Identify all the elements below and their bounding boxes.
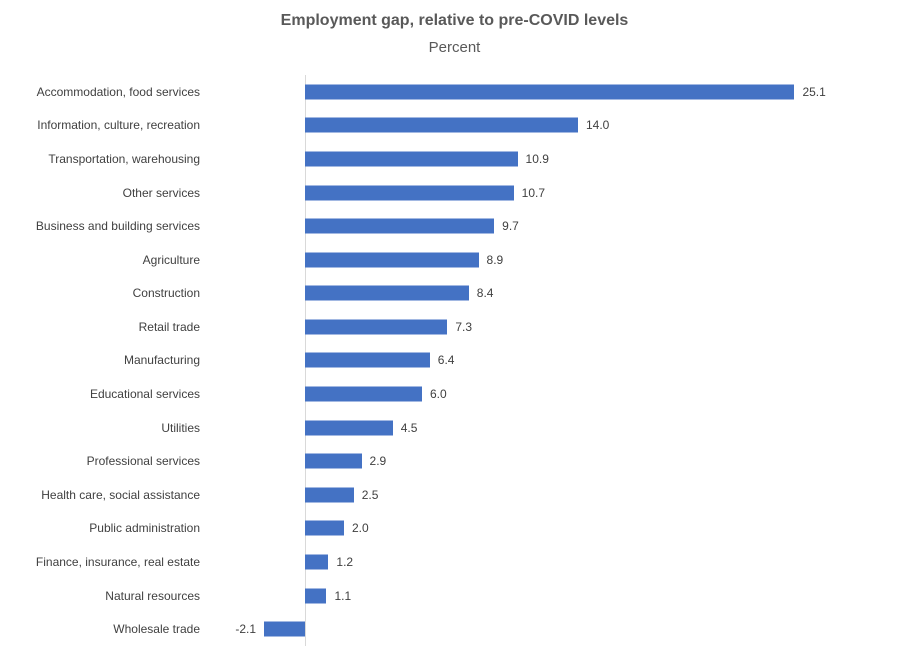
bar (305, 588, 327, 604)
bar-row: Educational services 6.0 (0, 377, 909, 411)
value-label: -2.1 (235, 622, 257, 637)
bar (305, 420, 393, 436)
category-label: Construction (132, 286, 200, 301)
category-label: Utilities (161, 420, 200, 435)
category-label: Educational services (89, 387, 200, 402)
category-label: Health care, social assistance (41, 487, 200, 502)
category-label: Agriculture (142, 252, 200, 267)
value-label: 10.9 (525, 151, 549, 166)
bar (264, 621, 305, 637)
bar (305, 554, 329, 570)
bar-row: Construction 8.4 (0, 277, 909, 311)
bar-row: Agriculture 8.9 (0, 243, 909, 277)
bar (305, 487, 354, 503)
bar (305, 84, 795, 100)
value-label: 4.5 (400, 420, 418, 435)
bar-row: Other services 10.7 (0, 176, 909, 210)
value-label: 25.1 (802, 84, 826, 99)
value-label: 2.0 (352, 521, 369, 536)
category-label: Manufacturing (123, 353, 200, 368)
category-label: Other services (122, 185, 200, 200)
bar-row: Wholesale trade -2.1 (0, 612, 909, 646)
value-label: 6.4 (437, 353, 455, 368)
bar-row: Information, culture, recreation 14.0 (0, 109, 909, 143)
bar-row: Accommodation, food services 25.1 (0, 75, 909, 109)
bar (305, 520, 344, 536)
category-label: Transportation, warehousing (48, 151, 200, 166)
category-label: Retail trade (138, 319, 200, 334)
value-label: 8.9 (486, 252, 504, 267)
value-label: 6.0 (430, 387, 447, 402)
plot-area: Accommodation, food services 25.1 Informat… (0, 75, 909, 646)
bar (305, 453, 362, 469)
category-label: Finance, insurance, real estate (35, 555, 200, 570)
value-label: 1.2 (336, 555, 354, 570)
value-label: 10.7 (521, 185, 545, 200)
category-label: Natural resources (105, 588, 200, 603)
category-label: Business and building services (35, 219, 200, 234)
bar (305, 352, 430, 368)
chart-title: Employment gap, relative to pre-COVID le… (280, 12, 629, 29)
bar (305, 218, 495, 234)
bar-row: Transportation, warehousing 10.9 (0, 142, 909, 176)
category-label: Information, culture, recreation (37, 118, 200, 133)
value-label: 2.9 (369, 454, 387, 469)
bar-row: Finance, insurance, real estate 1.2 (0, 545, 909, 579)
bar (305, 386, 422, 402)
category-label: Wholesale trade (113, 622, 200, 637)
bar-row: Business and building services 9.7 (0, 209, 909, 243)
value-label: 2.5 (361, 487, 379, 502)
bar-row: Utilities 4.5 (0, 411, 909, 445)
category-label: Accommodation, food services (36, 84, 200, 99)
bar-row: Retail trade 7.3 (0, 310, 909, 344)
bar-row: Public administration 2.0 (0, 512, 909, 546)
bar-row: Professional services 2.9 (0, 444, 909, 478)
bar-row: Manufacturing 6.4 (0, 344, 909, 378)
value-label: 1.1 (334, 588, 352, 603)
value-label: 9.7 (502, 219, 519, 234)
bar (305, 117, 578, 133)
bar (305, 319, 448, 335)
chart-subtitle: Percent (428, 39, 481, 56)
value-label: 7.3 (455, 319, 473, 334)
category-label: Professional services (86, 454, 200, 469)
bar (305, 151, 518, 167)
bar (305, 285, 469, 301)
category-label: Public administration (89, 521, 200, 536)
bar (305, 252, 479, 268)
bar-row: Natural resources 1.1 (0, 579, 909, 613)
bar-row: Health care, social assistance 2.5 (0, 478, 909, 512)
value-label: 14.0 (586, 118, 610, 133)
value-label: 8.4 (476, 286, 494, 301)
bar (305, 185, 514, 201)
